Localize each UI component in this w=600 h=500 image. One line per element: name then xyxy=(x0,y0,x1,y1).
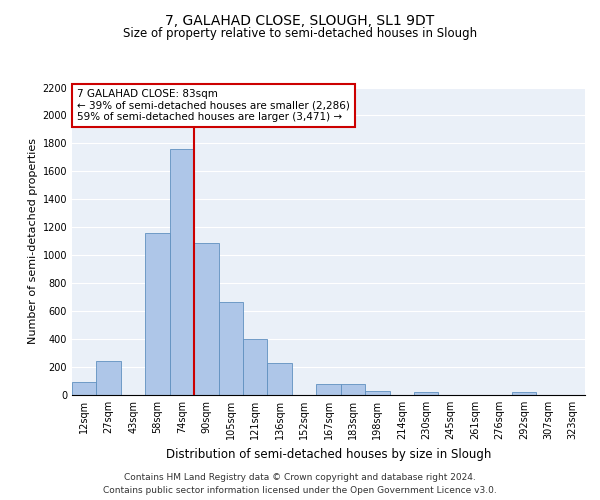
Bar xyxy=(72,382,97,395)
Bar xyxy=(414,392,439,395)
Bar xyxy=(170,149,194,395)
Text: 7 GALAHAD CLOSE: 83sqm
← 39% of semi-detached houses are smaller (2,286)
59% of : 7 GALAHAD CLOSE: 83sqm ← 39% of semi-det… xyxy=(77,89,350,122)
Bar xyxy=(268,363,292,395)
X-axis label: Distribution of semi-detached houses by size in Slough: Distribution of semi-detached houses by … xyxy=(166,448,491,460)
Bar xyxy=(341,384,365,395)
Y-axis label: Number of semi-detached properties: Number of semi-detached properties xyxy=(28,138,38,344)
Bar xyxy=(316,384,341,395)
Bar xyxy=(218,302,243,395)
Text: Contains HM Land Registry data © Crown copyright and database right 2024.
Contai: Contains HM Land Registry data © Crown c… xyxy=(103,474,497,495)
Bar xyxy=(365,391,389,395)
Bar xyxy=(243,339,268,395)
Text: 7, GALAHAD CLOSE, SLOUGH, SL1 9DT: 7, GALAHAD CLOSE, SLOUGH, SL1 9DT xyxy=(166,14,434,28)
Text: Size of property relative to semi-detached houses in Slough: Size of property relative to semi-detach… xyxy=(123,28,477,40)
Bar xyxy=(145,233,170,395)
Bar xyxy=(512,392,536,395)
Bar xyxy=(97,361,121,395)
Bar xyxy=(194,242,218,395)
